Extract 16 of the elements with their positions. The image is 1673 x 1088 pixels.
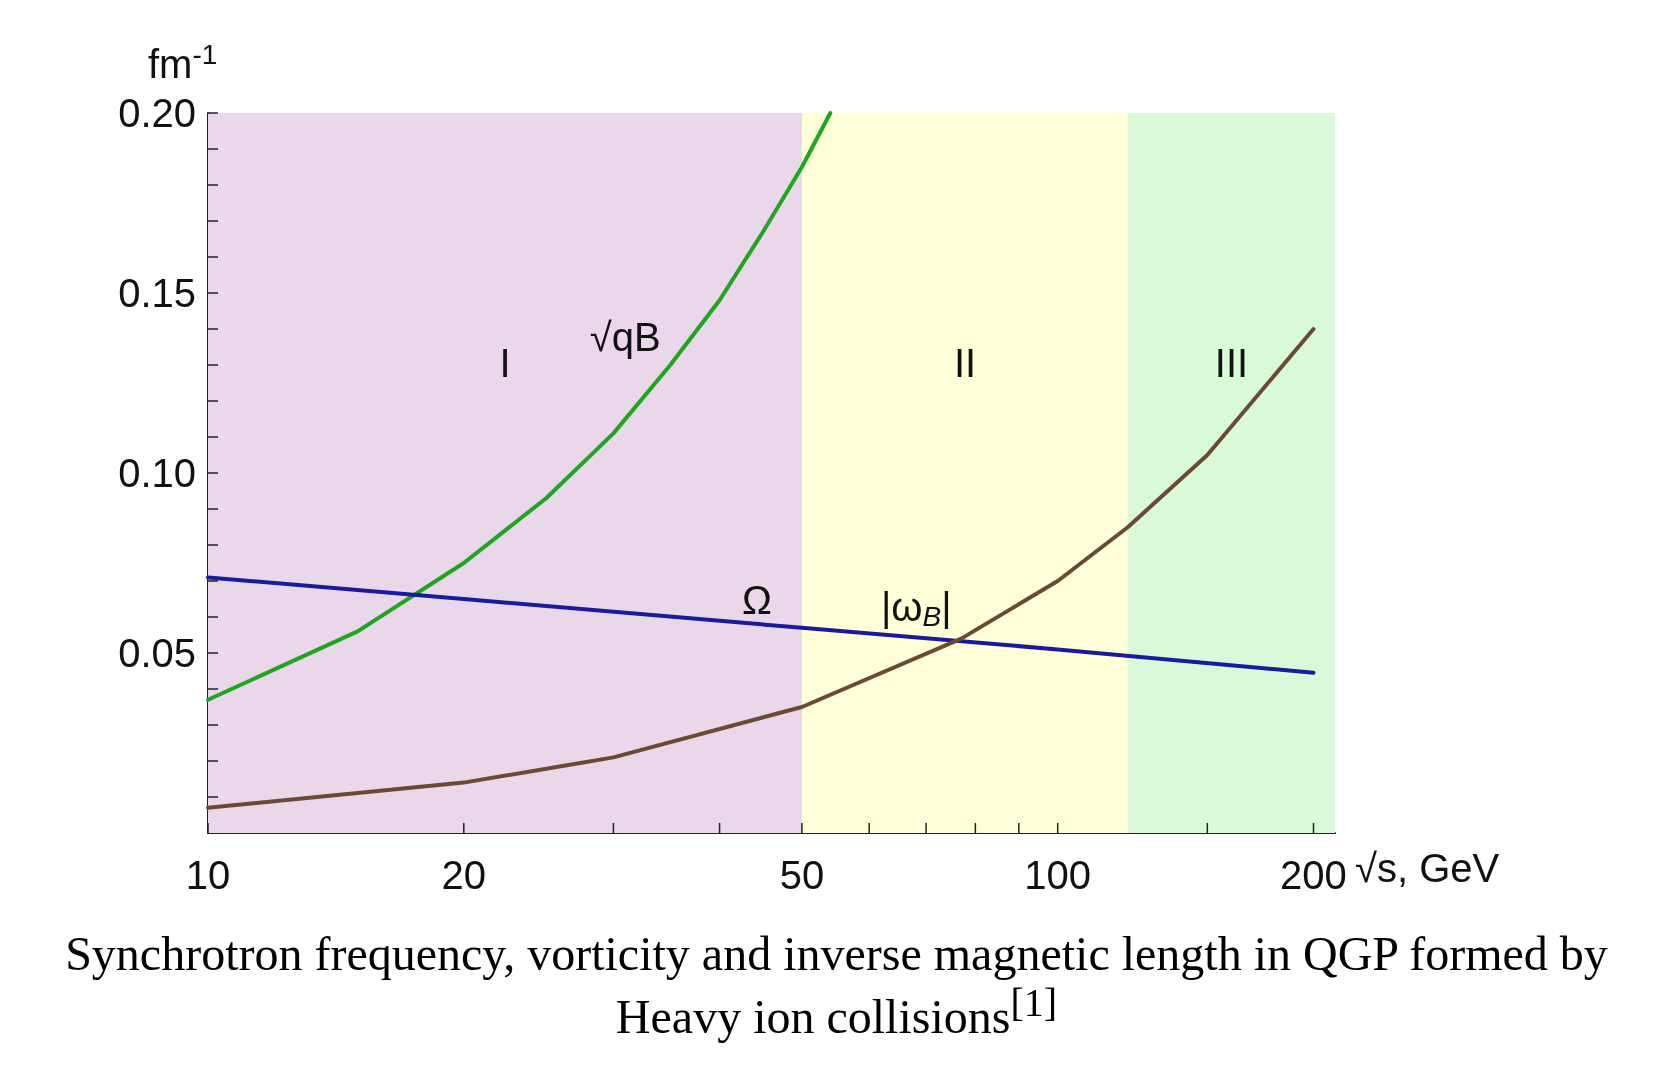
x-tick-label: 10 <box>185 853 231 897</box>
y-tick-label: 0.15 <box>118 271 196 315</box>
y-tick-label: 0.20 <box>118 91 196 135</box>
y-tick-label: 0.05 <box>118 631 196 675</box>
x-tick-label: 100 <box>1024 853 1092 897</box>
x-axis-title: √s, GeV <box>1355 846 1500 890</box>
band-label: I <box>499 341 511 385</box>
band-label: II <box>953 341 977 385</box>
text: Synchrotron frequency, vorticity and inverse magnetic length in QGP formed by Heavy ion collisions$^{[1]}$ <box>64 927 1609 1044</box>
series-label: √qB <box>589 315 661 359</box>
y-tick-label: 0.10 <box>118 451 196 495</box>
x-tick-label: 50 <box>779 853 825 897</box>
x-tick-label: 200 <box>1280 853 1347 897</box>
band-label: III <box>1214 341 1249 385</box>
series-label: Ω <box>741 577 772 622</box>
x-tick-label: 20 <box>441 853 487 897</box>
